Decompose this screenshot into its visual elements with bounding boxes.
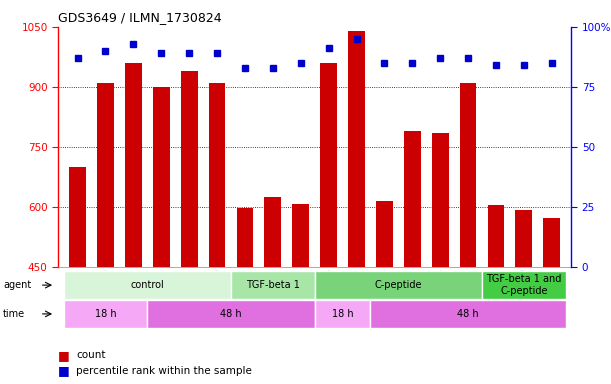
Bar	[209, 83, 225, 384]
Bar	[265, 197, 281, 384]
Bar	[516, 210, 532, 384]
Bar	[231, 271, 315, 299]
Text: 48 h: 48 h	[457, 309, 479, 319]
Text: TGF-beta 1 and
C-peptide: TGF-beta 1 and C-peptide	[486, 274, 562, 296]
Bar	[315, 300, 370, 328]
Text: percentile rank within the sample: percentile rank within the sample	[76, 366, 252, 376]
Bar	[404, 131, 420, 384]
Text: GDS3649 / ILMN_1730824: GDS3649 / ILMN_1730824	[58, 11, 222, 24]
Bar	[236, 208, 254, 384]
Bar	[348, 31, 365, 384]
Bar	[370, 300, 566, 328]
Text: 18 h: 18 h	[95, 309, 116, 319]
Bar	[315, 271, 482, 299]
Text: agent: agent	[3, 280, 31, 290]
Bar	[488, 205, 504, 384]
Text: ■: ■	[58, 364, 70, 377]
Bar	[125, 63, 142, 384]
Text: 18 h: 18 h	[332, 309, 353, 319]
Bar	[292, 204, 309, 384]
Bar	[97, 83, 114, 384]
Bar	[432, 133, 448, 384]
Text: 48 h: 48 h	[220, 309, 242, 319]
Text: TGF-beta 1: TGF-beta 1	[246, 280, 300, 290]
Bar	[459, 83, 477, 384]
Bar	[64, 271, 231, 299]
Bar	[376, 201, 393, 384]
Text: ■: ■	[58, 349, 70, 362]
Bar	[64, 300, 147, 328]
Text: C-peptide: C-peptide	[375, 280, 422, 290]
Bar	[482, 271, 566, 299]
Bar	[69, 167, 86, 384]
Bar	[153, 87, 170, 384]
Bar	[543, 218, 560, 384]
Text: count: count	[76, 350, 106, 360]
Bar	[320, 63, 337, 384]
Text: time: time	[3, 309, 25, 319]
Text: control: control	[130, 280, 164, 290]
Bar	[147, 300, 315, 328]
Bar	[181, 71, 197, 384]
